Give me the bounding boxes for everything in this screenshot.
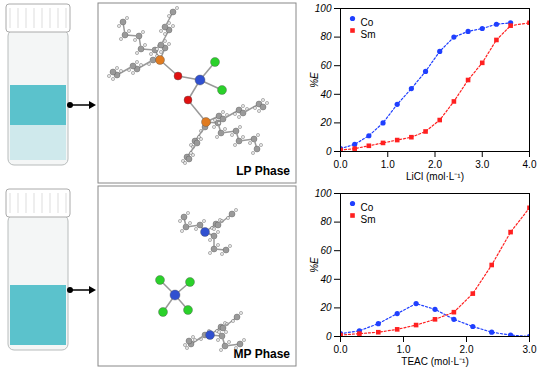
svg-text:40: 40 (320, 89, 332, 100)
svg-text:3.0: 3.0 (523, 344, 537, 355)
svg-text:Sm: Sm (361, 214, 376, 225)
svg-text:3.0: 3.0 (475, 159, 489, 170)
svg-text:40: 40 (320, 274, 332, 285)
svg-text:LiCl (mol·L⁻¹): LiCl (mol·L⁻¹) (406, 171, 464, 182)
svg-text:2.0: 2.0 (428, 159, 442, 170)
svg-text:1.0: 1.0 (381, 159, 395, 170)
svg-text:0.0: 0.0 (334, 159, 348, 170)
svg-text:1.0: 1.0 (397, 344, 411, 355)
svg-text:80: 80 (320, 31, 332, 42)
svg-text:0: 0 (326, 146, 332, 157)
svg-text:LP Phase: LP Phase (236, 164, 290, 178)
svg-text:80: 80 (320, 216, 332, 227)
svg-text:100: 100 (315, 3, 332, 14)
svg-text:2.0: 2.0 (460, 344, 474, 355)
svg-text:100: 100 (315, 188, 332, 199)
svg-text:0: 0 (326, 331, 332, 342)
svg-text:Co: Co (361, 202, 374, 213)
svg-text:MP Phase: MP Phase (234, 347, 291, 361)
svg-text:20: 20 (319, 302, 332, 313)
svg-text:Sm: Sm (361, 29, 376, 40)
svg-text:0.0: 0.0 (334, 344, 348, 355)
svg-text:%E: %E (309, 257, 320, 273)
svg-text:60: 60 (320, 60, 332, 71)
svg-text:60: 60 (320, 245, 332, 256)
svg-text:Co: Co (361, 17, 374, 28)
svg-text:20: 20 (319, 117, 332, 128)
svg-text:4.0: 4.0 (523, 159, 537, 170)
svg-text:TEAC (mol·L⁻¹): TEAC (mol·L⁻¹) (401, 356, 468, 367)
svg-text:%E: %E (309, 72, 320, 88)
